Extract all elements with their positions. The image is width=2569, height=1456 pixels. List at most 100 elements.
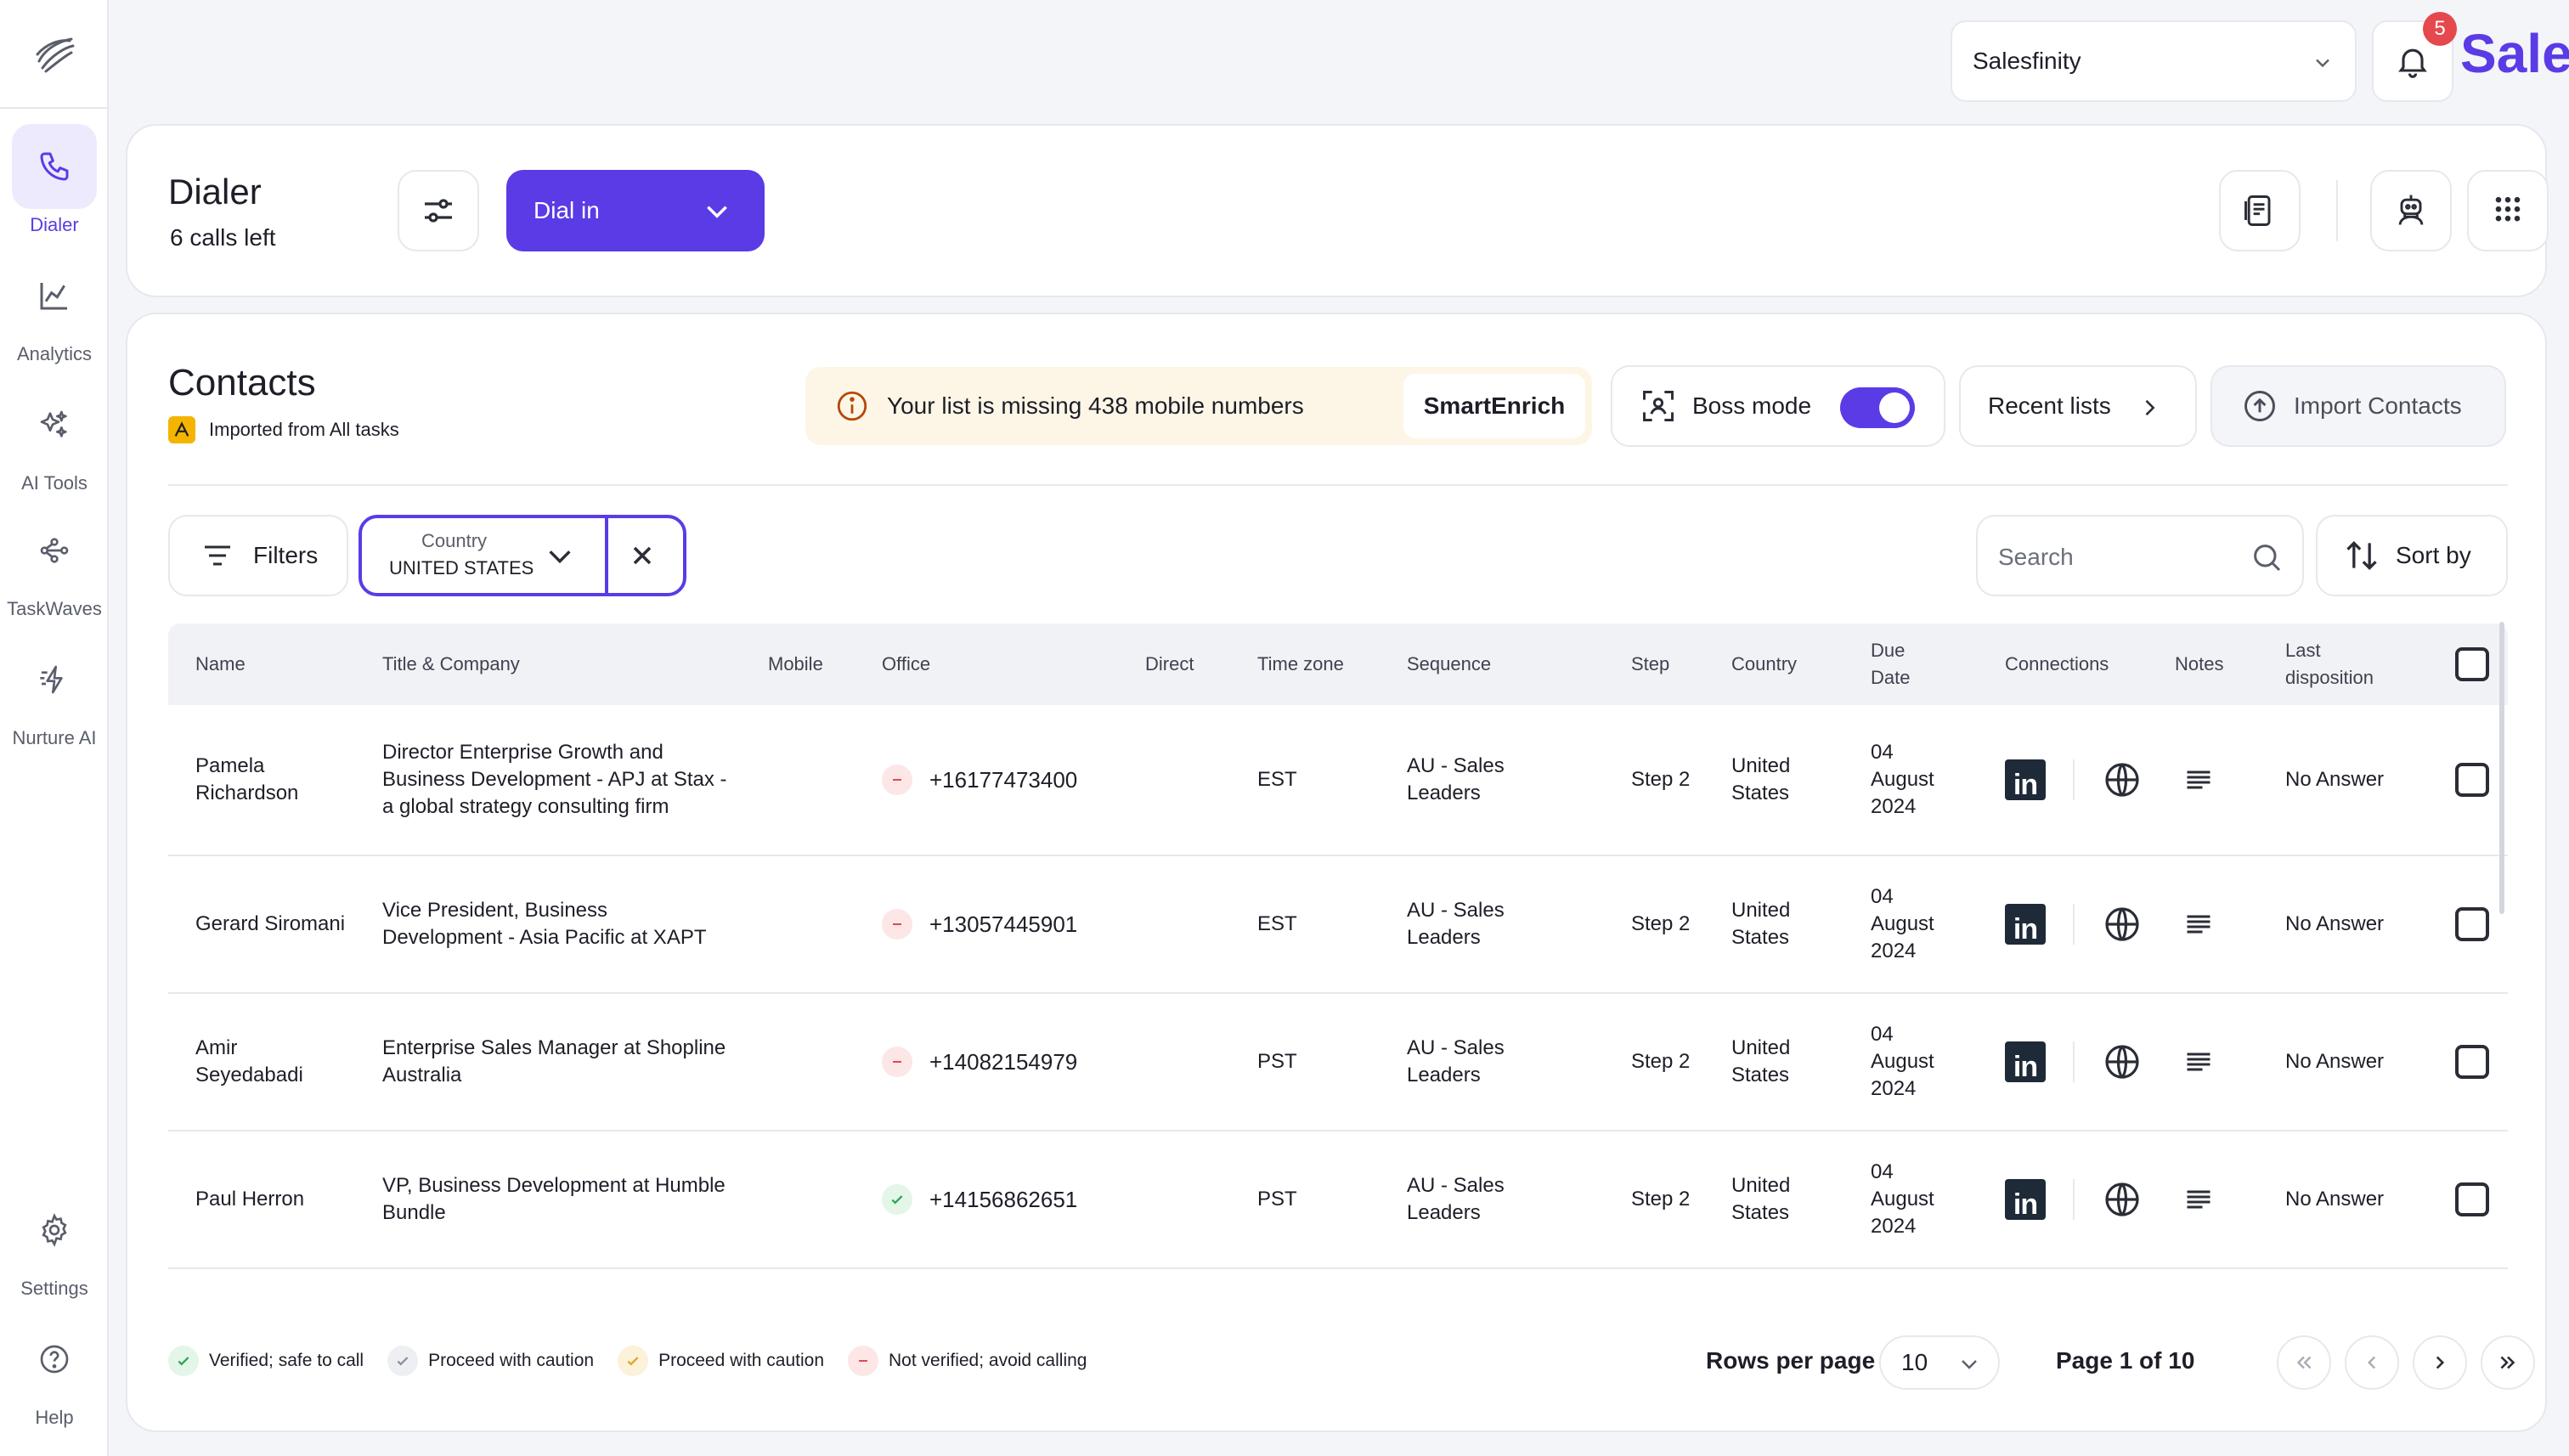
- row-checkbox[interactable]: [2455, 1182, 2489, 1216]
- globe-icon[interactable]: [2102, 904, 2143, 945]
- sidebar-item-label: Dialer: [30, 214, 79, 235]
- contact-office[interactable]: +14082154979: [882, 994, 1077, 1130]
- notes-icon[interactable]: [2183, 1132, 2214, 1267]
- sort-button[interactable]: Sort by: [2316, 515, 2508, 596]
- select-all-checkbox[interactable]: [2455, 647, 2489, 681]
- rows-per-page-label: Rows per page: [1706, 1347, 1876, 1374]
- smartenrich-button[interactable]: SmartEnrich: [1403, 374, 1585, 438]
- row-checkbox-cell: [2455, 705, 2489, 855]
- sidebar-item-help[interactable]: Help: [0, 1317, 109, 1436]
- sidebar-item-label: AI Tools: [21, 472, 88, 494]
- chevron-left-icon: [2361, 1352, 2383, 1374]
- column-header-sequence[interactable]: Sequence: [1407, 653, 1492, 674]
- search-input[interactable]: [1998, 540, 2253, 574]
- column-header-connections[interactable]: Connections: [2005, 653, 2109, 674]
- linkedin-icon[interactable]: in: [2005, 904, 2046, 945]
- contact-due-date: 04 August 2024: [1871, 885, 1934, 962]
- column-header-title-company[interactable]: Title & Company: [382, 653, 520, 674]
- sidebar-item-ai-tools[interactable]: AI Tools: [0, 382, 109, 501]
- linkedin-icon[interactable]: in: [2005, 1179, 2046, 1220]
- sidebar-item-label: TaskWaves: [7, 598, 102, 619]
- contacts-title: Contacts: [168, 362, 316, 404]
- next-page-button[interactable]: [2413, 1335, 2467, 1390]
- table-row[interactable]: Amir Seyedabadi Enterprise Sales Manager…: [168, 994, 2508, 1132]
- column-header-mobile[interactable]: Mobile: [768, 653, 823, 674]
- document-phone-icon: [2241, 192, 2278, 229]
- table-row[interactable]: Gerard Siromani Vice President, Business…: [168, 856, 2508, 994]
- sparkles-icon: [37, 408, 71, 442]
- sidebar-item-settings[interactable]: Settings: [0, 1188, 109, 1306]
- contact-name[interactable]: Pamela Richardson: [195, 754, 299, 804]
- notes-icon[interactable]: [2183, 705, 2214, 855]
- chevron-down-icon[interactable]: [545, 544, 574, 569]
- column-header-notes[interactable]: Notes: [2175, 653, 2224, 674]
- contact-step: Step 2: [1631, 1188, 1691, 1211]
- sidebar-item-dialer[interactable]: Dialer: [0, 124, 109, 243]
- legend-item-not-verified: Not verified; avoid calling: [848, 1346, 1087, 1376]
- contact-name[interactable]: Amir Seyedabadi: [195, 1036, 303, 1086]
- import-contacts-button[interactable]: Import Contacts: [2210, 365, 2506, 447]
- chevron-right-icon: [2137, 396, 2161, 420]
- keypad-button[interactable]: [2467, 170, 2549, 251]
- table-row[interactable]: Pamela Richardson Director Enterprise Gr…: [168, 705, 2508, 856]
- column-header-timezone[interactable]: Time zone: [1257, 653, 1344, 674]
- first-page-button[interactable]: [2277, 1335, 2331, 1390]
- app-logo[interactable]: [31, 31, 78, 78]
- previous-page-button[interactable]: [2345, 1335, 2399, 1390]
- contact-sequence: AU - Sales Leaders: [1407, 1036, 1505, 1086]
- contact-name[interactable]: Paul Herron: [195, 1188, 305, 1211]
- row-checkbox[interactable]: [2455, 763, 2489, 797]
- contact-office[interactable]: +16177473400: [882, 705, 1077, 855]
- sidebar-item-label: Help: [35, 1407, 74, 1428]
- sidebar-item-taskwaves[interactable]: TaskWaves: [0, 508, 109, 627]
- rows-per-page-value: 10: [1901, 1349, 1928, 1375]
- search-field[interactable]: [1976, 515, 2304, 596]
- column-header-step[interactable]: Step: [1631, 653, 1670, 674]
- notes-icon[interactable]: [2183, 856, 2214, 992]
- boss-mode-toggle[interactable]: [1840, 387, 1915, 428]
- column-header-due-date[interactable]: Due Date: [1871, 640, 1911, 688]
- globe-icon[interactable]: [2102, 759, 2143, 800]
- verified-status-icon: [882, 1184, 912, 1215]
- lightning-icon: [37, 663, 71, 697]
- country-filter-chip[interactable]: Country UNITED STATES: [359, 515, 686, 596]
- table-scrollbar[interactable]: [2499, 622, 2504, 914]
- contact-connections: in: [2005, 856, 2143, 992]
- sort-label: Sort by: [2396, 542, 2471, 568]
- notifications-button[interactable]: [2372, 20, 2453, 102]
- connections-divider: [2073, 759, 2075, 800]
- linkedin-icon[interactable]: in: [2005, 1041, 2046, 1082]
- column-header-country[interactable]: Country: [1731, 653, 1798, 674]
- column-header-last-disposition[interactable]: Last disposition: [2285, 640, 2374, 688]
- row-checkbox[interactable]: [2455, 907, 2489, 941]
- contact-sequence: AU - Sales Leaders: [1407, 754, 1505, 804]
- globe-icon[interactable]: [2102, 1041, 2143, 1082]
- info-icon: [834, 388, 870, 424]
- column-header-direct[interactable]: Direct: [1145, 653, 1194, 674]
- rows-per-page-select[interactable]: 10: [1879, 1335, 2000, 1390]
- contact-office[interactable]: +14156862651: [882, 1132, 1077, 1267]
- organization-select[interactable]: Salesfinity: [1951, 20, 2357, 102]
- script-button[interactable]: [2219, 170, 2301, 251]
- dialer-settings-button[interactable]: [398, 170, 479, 251]
- contact-office[interactable]: +13057445901: [882, 856, 1077, 992]
- contact-timezone: PST: [1257, 1188, 1297, 1211]
- last-page-button[interactable]: [2481, 1335, 2535, 1390]
- ai-agent-button[interactable]: [2370, 170, 2452, 251]
- linkedin-icon[interactable]: in: [2005, 759, 2046, 800]
- table-row[interactable]: Paul Herron VP, Business Development at …: [168, 1132, 2508, 1269]
- notes-icon[interactable]: [2183, 994, 2214, 1130]
- column-header-name[interactable]: Name: [195, 653, 246, 674]
- globe-icon[interactable]: [2102, 1179, 2143, 1220]
- contact-name[interactable]: Gerard Siromani: [195, 912, 346, 935]
- dial-mode-dropdown[interactable]: Dial in: [506, 170, 765, 251]
- sidebar-item-nurture-ai[interactable]: Nurture AI: [0, 637, 109, 756]
- recent-lists-button[interactable]: Recent lists: [1959, 365, 2197, 447]
- filters-label: Filters: [253, 542, 319, 568]
- column-header-office[interactable]: Office: [882, 653, 931, 674]
- clear-filter-icon[interactable]: [627, 540, 658, 571]
- row-checkbox[interactable]: [2455, 1045, 2489, 1079]
- filters-button[interactable]: Filters: [168, 515, 348, 596]
- sidebar-item-analytics[interactable]: Analytics: [0, 253, 109, 372]
- connections-divider: [2073, 1179, 2075, 1220]
